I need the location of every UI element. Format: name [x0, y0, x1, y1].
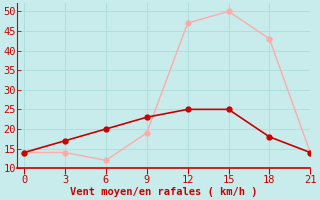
X-axis label: Vent moyen/en rafales ( km/h ): Vent moyen/en rafales ( km/h ) — [70, 187, 258, 197]
